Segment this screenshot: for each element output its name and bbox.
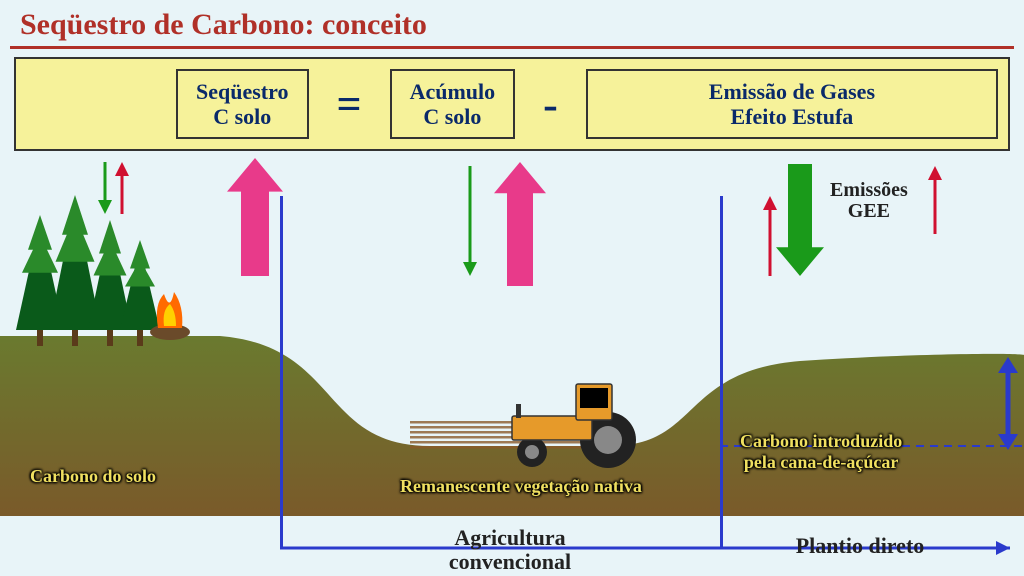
equation-box-sequestro: Seqüestro C solo [176,69,309,140]
eq-box3-line2: Efeito Estufa [606,104,978,129]
eq-box1-line2: C solo [196,104,289,129]
eq-box2-line1: Acúmulo [410,79,496,104]
label-plantio: Plantio direto [770,534,950,558]
equation-bar: Seqüestro C solo = Acúmulo C solo - Emis… [14,57,1010,151]
equation-minus: - [515,79,586,130]
section-divider-2 [720,196,723,548]
equation-box-emissao: Emissão de Gases Efeito Estufa [586,69,998,140]
title-underline [10,46,1014,49]
emissoes-l2: GEE [830,201,908,222]
label-agricultura: Agricultura convencional [410,526,610,574]
equation-box-acumulo: Acúmulo C solo [390,69,516,140]
label-carbono-solo: Carbono do solo [30,466,156,487]
agricultura-l2: convencional [410,550,610,574]
equation-equals: = [309,79,390,130]
eq-box1-line1: Seqüestro [196,79,289,104]
page-title: Seqüestro de Carbono: conceito [0,0,1024,46]
section-divider-1 [280,196,283,548]
label-remanescente: Remanescente vegetação nativa [400,476,642,497]
eq-box2-line2: C solo [410,104,496,129]
label-emissoes: Emissões GEE [830,180,908,222]
diagram-area: Carbono do solo Remanescente vegetação n… [0,156,1024,576]
agricultura-l1: Agricultura [410,526,610,550]
emissoes-l1: Emissões [830,180,908,201]
eq-box3-line1: Emissão de Gases [606,79,978,104]
introduzido-l2: pela cana-de-açúcar [740,452,902,473]
introduzido-l1: Carbono introduzido [740,431,902,452]
label-introduzido: Carbono introduzido pela cana-de-açúcar [740,431,902,473]
